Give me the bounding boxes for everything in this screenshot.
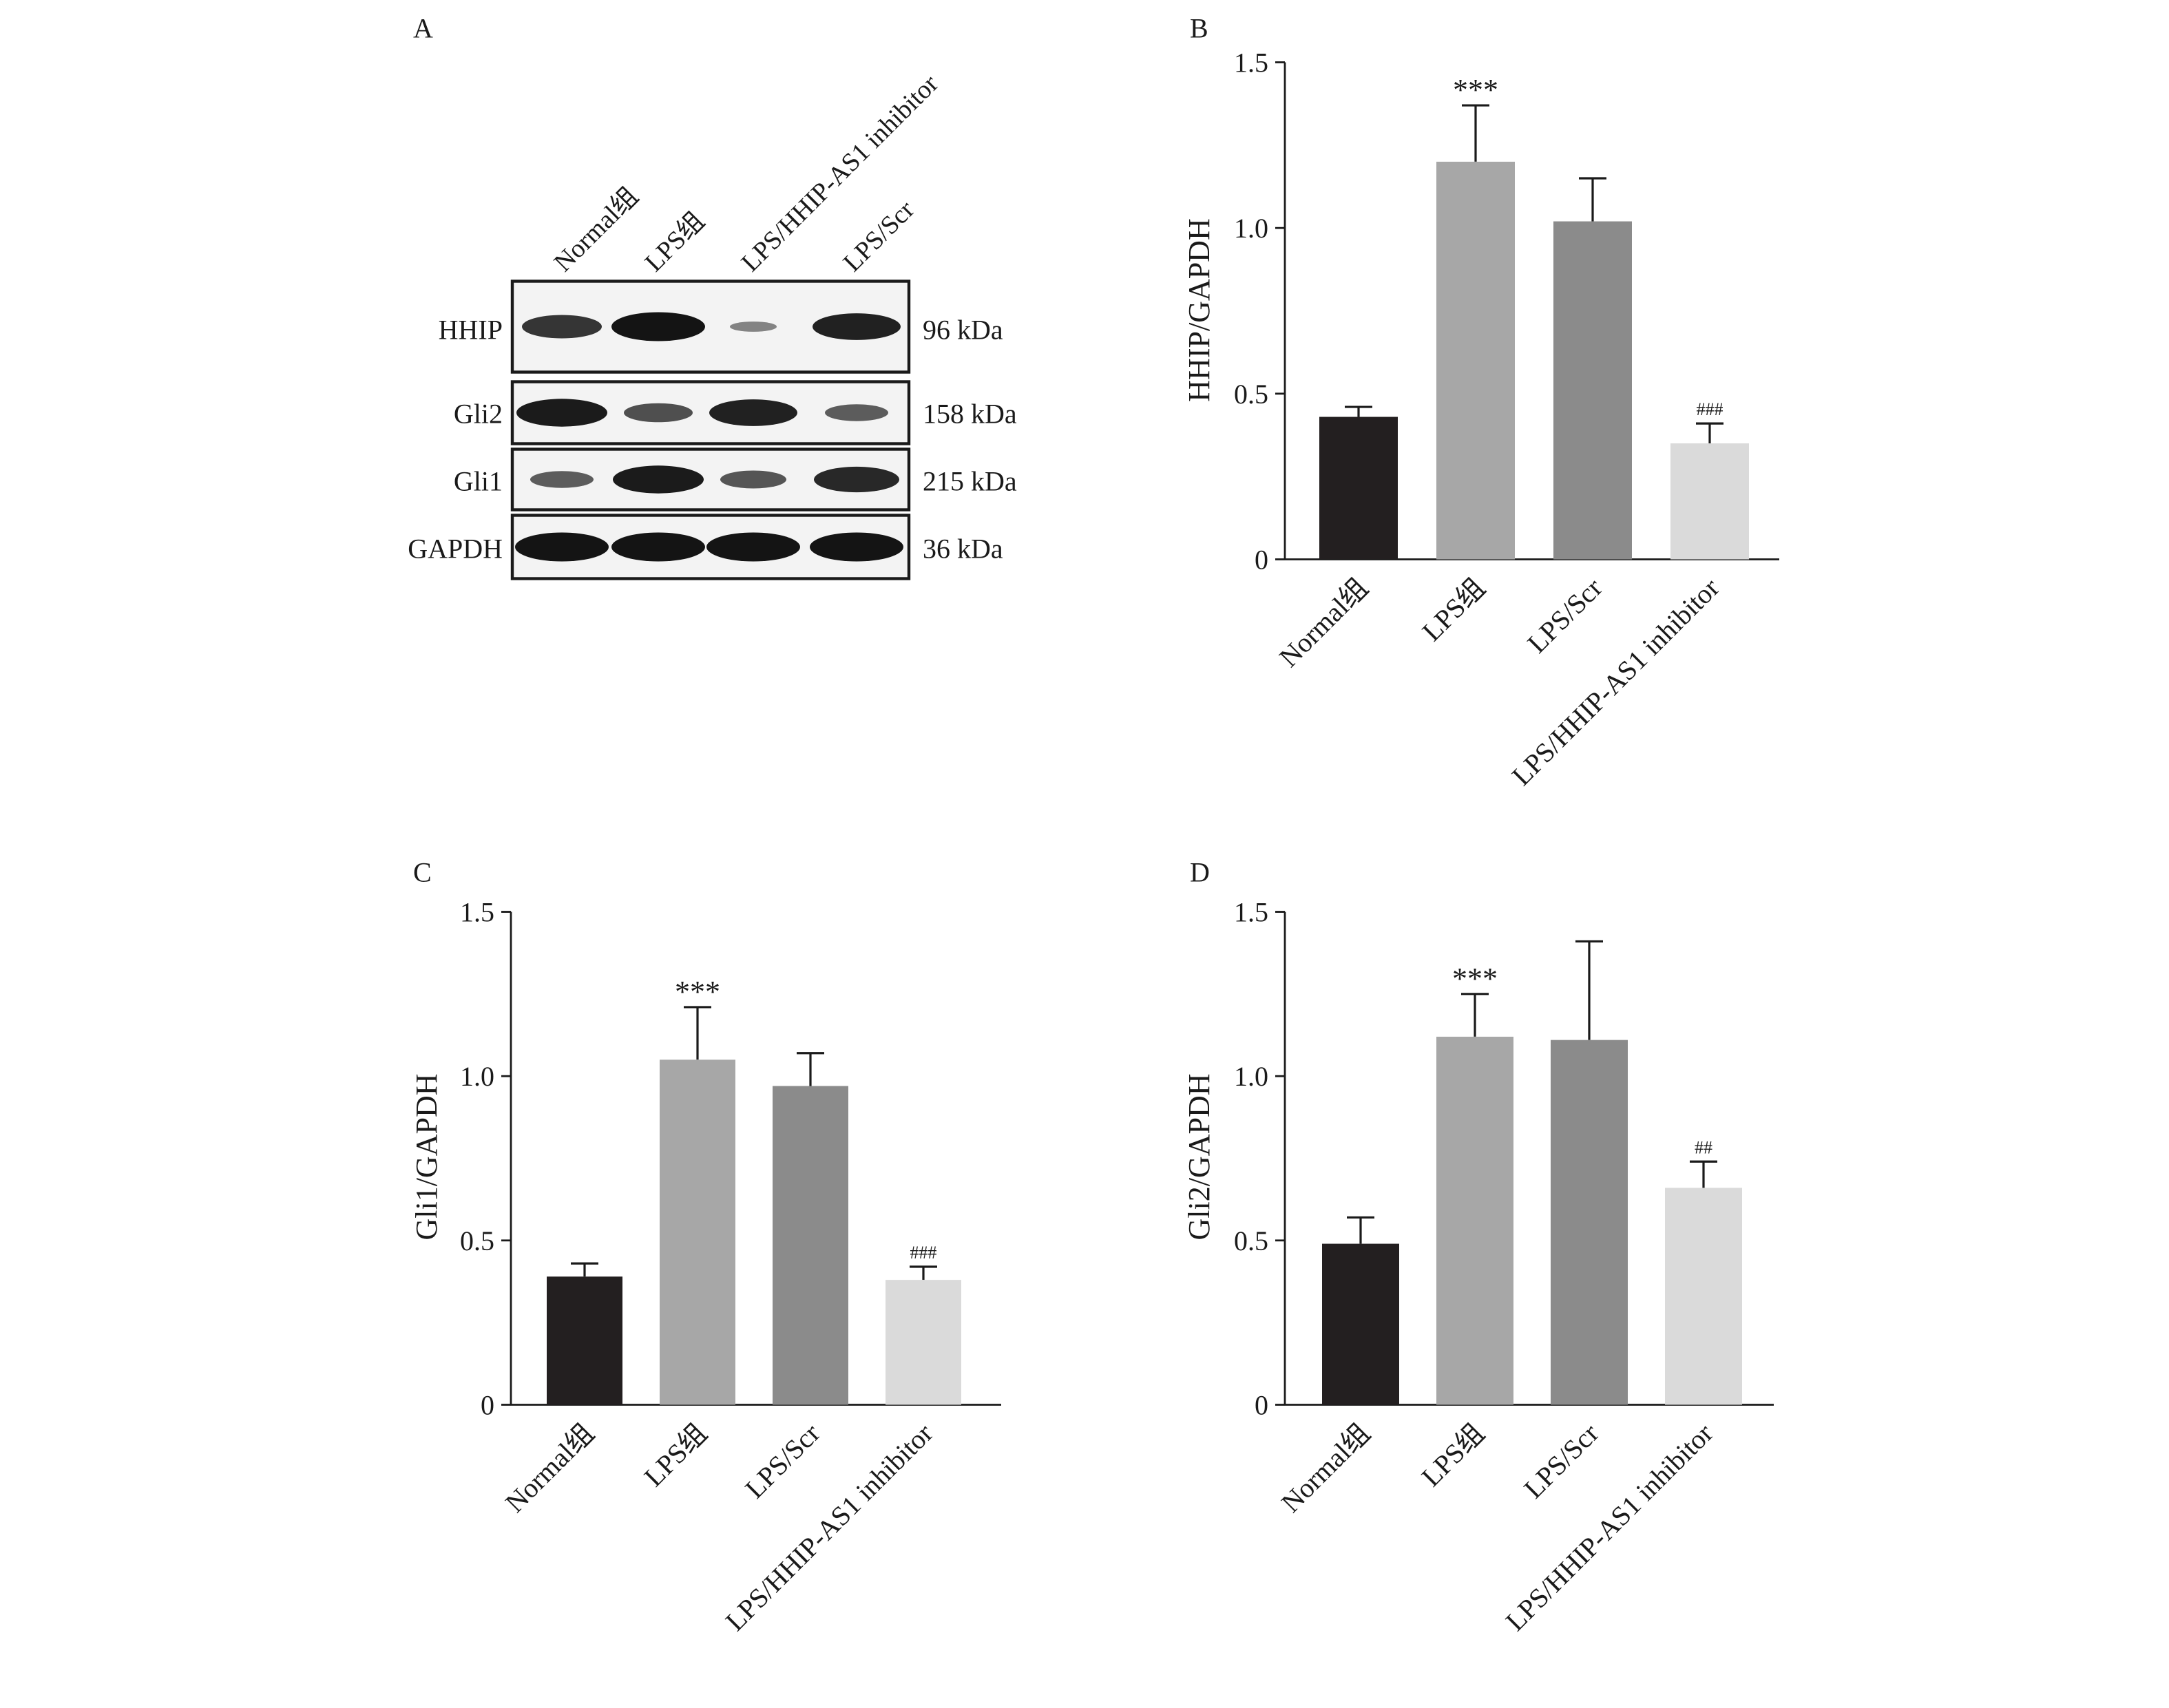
y-tick-label: 1.5 (1234, 48, 1268, 78)
bar (1436, 161, 1515, 560)
blot-band (522, 315, 602, 339)
y-tick-label: 1.0 (1234, 213, 1268, 244)
blot-band (814, 466, 899, 493)
bar (1319, 417, 1398, 560)
bar (1553, 221, 1632, 560)
western-blot: Normal组 LPS组 LPS/HHIP-AS1 inhibitor LPS/… (408, 69, 1017, 580)
blot-band (720, 470, 786, 489)
y-tick-label: 1.0 (1234, 1061, 1268, 1092)
bar (547, 1276, 622, 1405)
y-tick-label: 0 (1255, 545, 1268, 576)
blot-size-label: 215 kDa (923, 466, 1017, 497)
significance-label: *** (675, 975, 720, 1009)
blot-protein-label: GAPDH (408, 534, 503, 565)
blot-band (706, 532, 800, 562)
bar (1436, 1036, 1513, 1405)
blot-protein-label: HHIP (439, 315, 503, 346)
blot-band (730, 321, 777, 332)
y-tick-label: 0.5 (1234, 379, 1268, 410)
blot-band (530, 471, 594, 488)
bar (1551, 1040, 1628, 1405)
blot-band (516, 399, 607, 427)
y-axis-label: Gli2/GAPDH (1182, 1073, 1216, 1240)
blot-band (515, 532, 609, 562)
blot-band (709, 399, 797, 426)
blot-size-label: 96 kDa (923, 315, 1003, 346)
bar (886, 1280, 961, 1405)
blot-band (611, 532, 705, 562)
panel-letter-a: A (413, 13, 433, 44)
blot-band (624, 403, 693, 423)
blot-size-label: 158 kDa (923, 399, 1017, 430)
bar (1322, 1243, 1399, 1405)
blot-band (813, 313, 901, 340)
y-tick-label: 1.0 (460, 1061, 494, 1092)
blot-band (825, 404, 888, 421)
significance-label: *** (1453, 73, 1498, 107)
y-tick-label: 0 (1255, 1390, 1268, 1421)
blot-protein-label: Gli1 (454, 466, 503, 497)
y-tick-label: 1.5 (460, 897, 494, 928)
significance-label: ## (1695, 1137, 1712, 1157)
y-axis-label: Gli1/GAPDH (410, 1073, 443, 1240)
bar (1670, 443, 1749, 560)
blot-size-label: 36 kDa (923, 534, 1003, 565)
bar (773, 1086, 848, 1405)
y-tick-label: 1.5 (1234, 897, 1268, 928)
y-axis-label: HHIP/GAPDH (1182, 218, 1216, 401)
panel-letter-b: B (1190, 13, 1208, 44)
blot-band (810, 532, 903, 562)
blot-protein-label: Gli2 (454, 399, 503, 430)
significance-label: ### (1697, 399, 1723, 419)
y-tick-label: 0 (481, 1390, 494, 1421)
blot-strips (510, 280, 911, 580)
significance-label: ### (910, 1243, 937, 1263)
y-tick-label: 0.5 (460, 1225, 494, 1256)
blot-band (611, 312, 705, 341)
bar (660, 1059, 735, 1405)
bar (1665, 1188, 1742, 1405)
panel-letter-d: D (1190, 857, 1210, 888)
y-tick-label: 0.5 (1234, 1225, 1268, 1256)
blot-band (613, 465, 704, 494)
panel-letter-c: C (413, 857, 432, 888)
significance-label: *** (1452, 962, 1498, 995)
